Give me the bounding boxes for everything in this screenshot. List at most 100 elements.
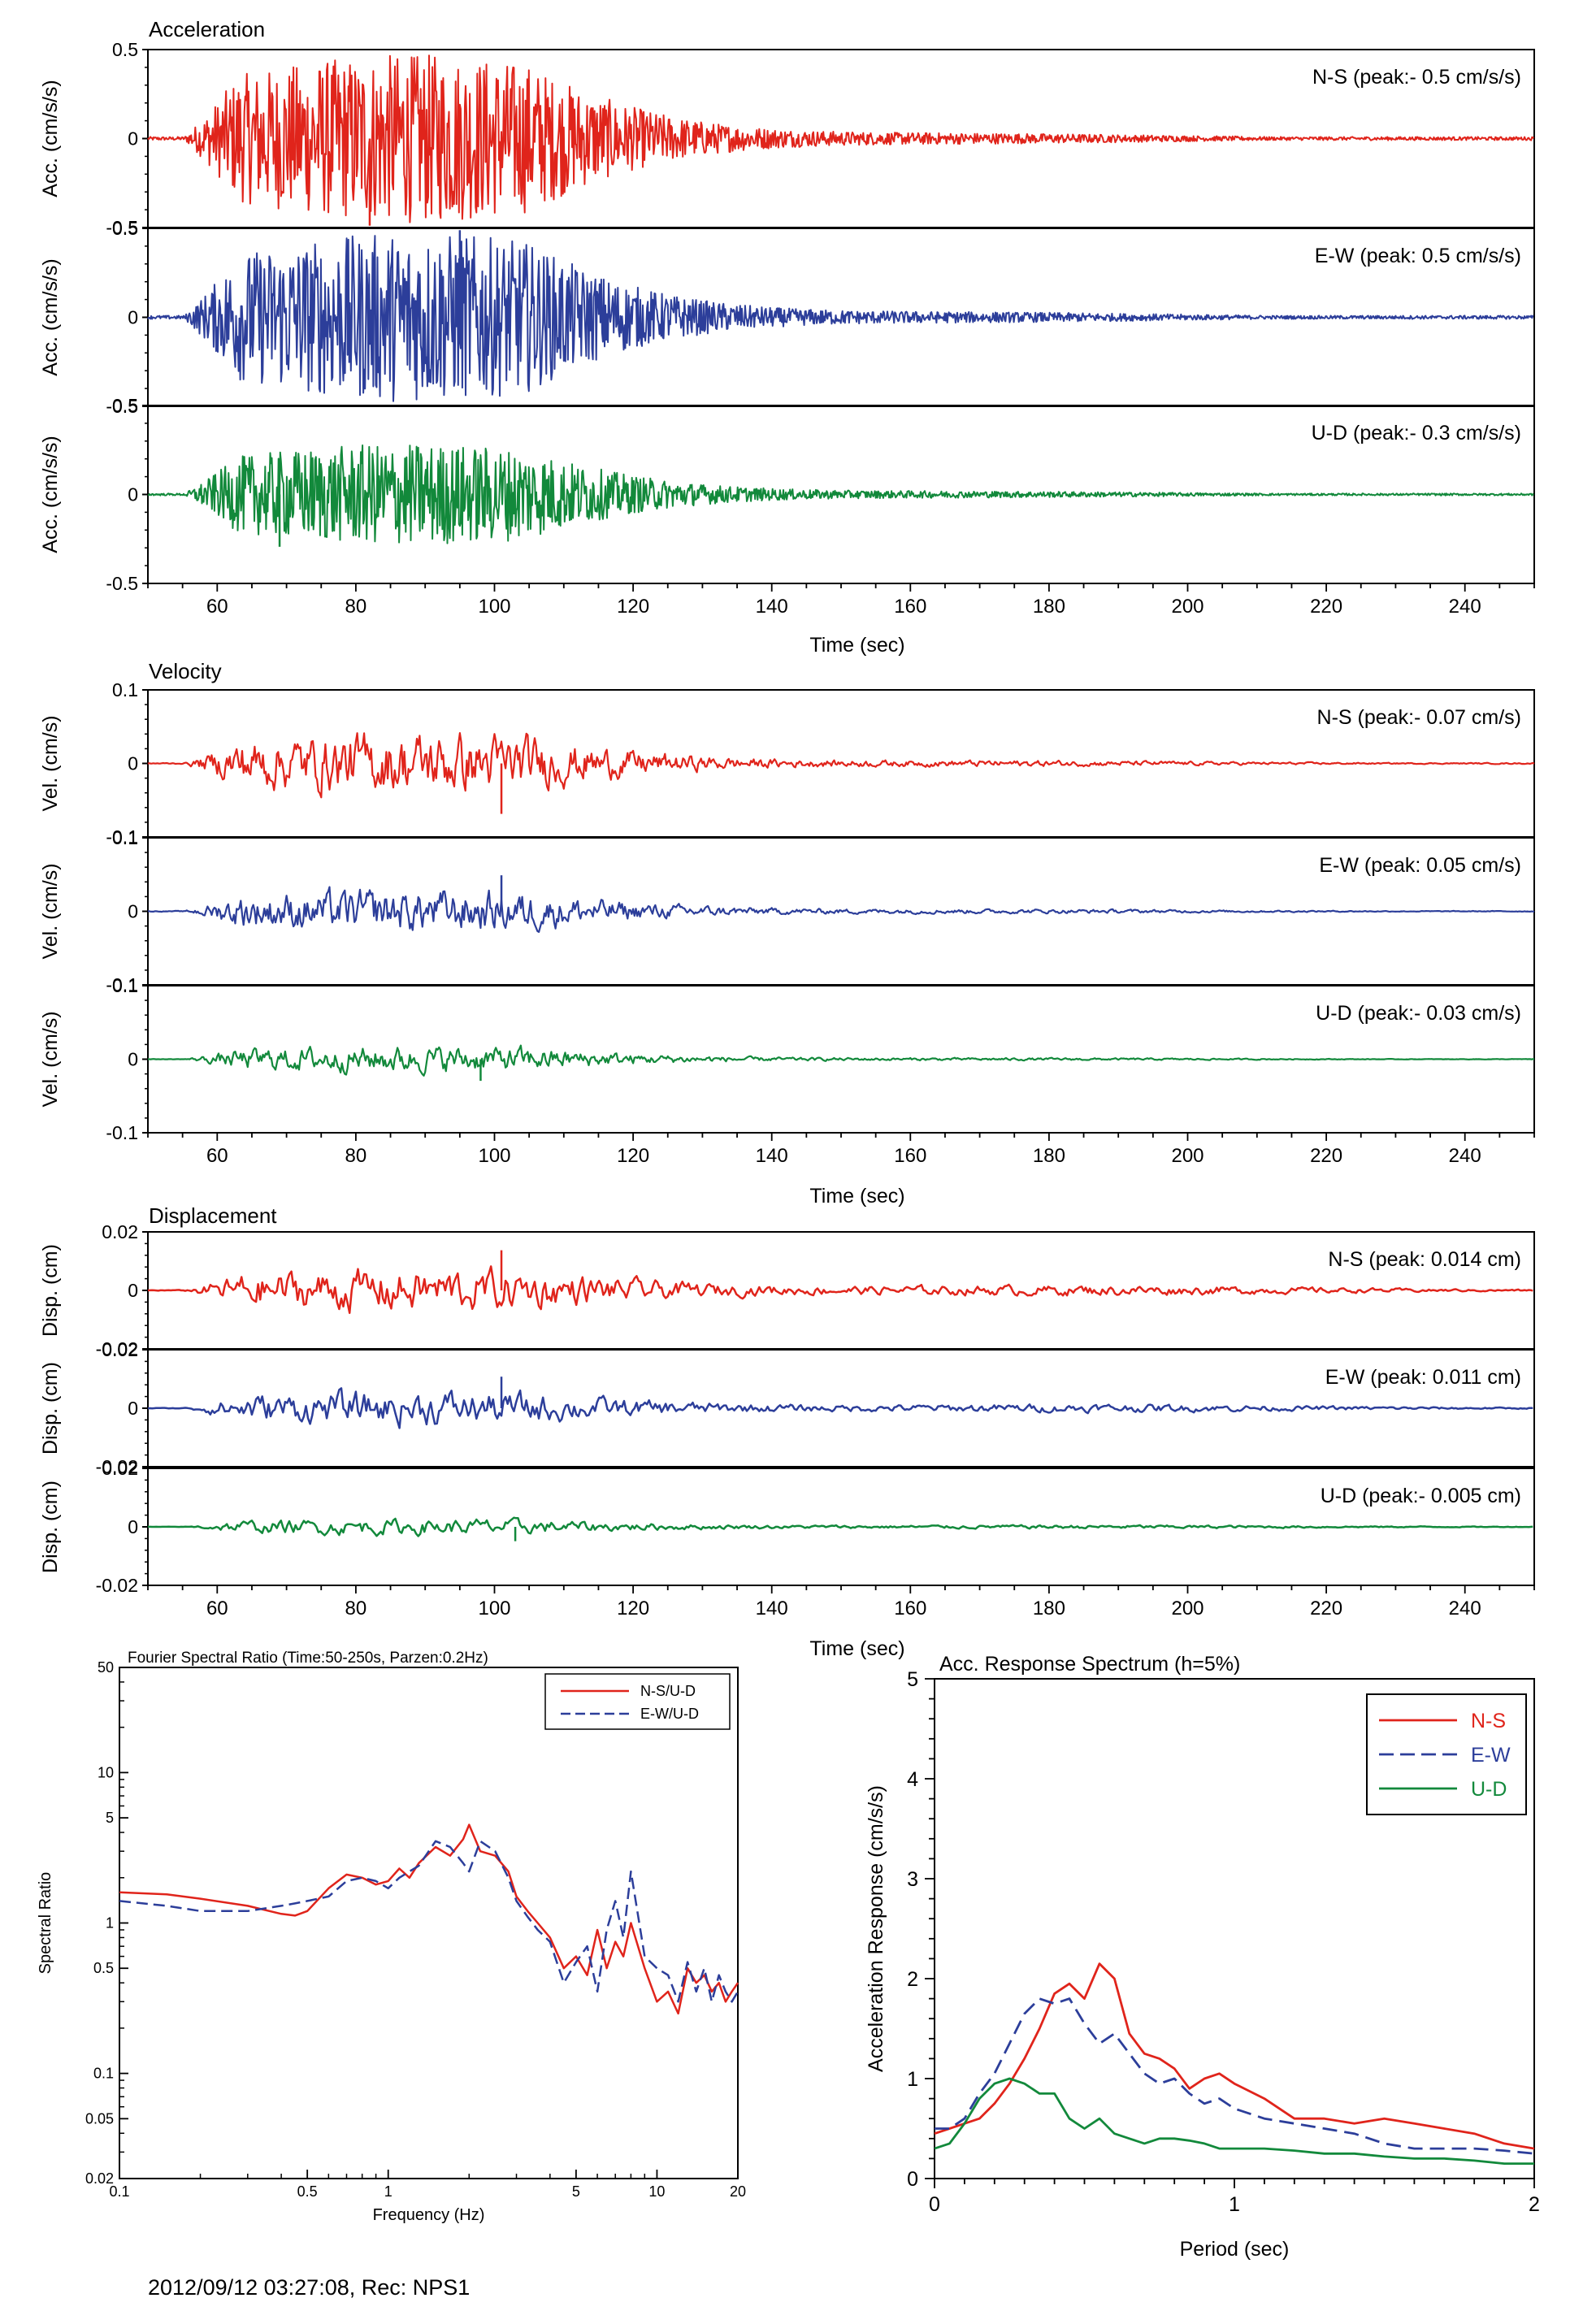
displacement-n-s-label: N-S (peak: 0.014 cm) bbox=[1328, 1248, 1521, 1271]
y-tick-label: -0.1 bbox=[106, 1122, 138, 1143]
x-tick-label: 1 bbox=[384, 2183, 392, 2200]
y-tick-label: -0.5 bbox=[106, 573, 138, 594]
fourier-ylabel: Spectral Ratio bbox=[37, 1872, 54, 1975]
y-tick-label: 1 bbox=[907, 2068, 918, 2091]
fourier-title: Fourier Spectral Ratio (Time:50-250s, Pa… bbox=[128, 1650, 488, 1667]
y-tick-label: 0 bbox=[128, 1280, 138, 1301]
fourier-plot-frame bbox=[119, 1667, 739, 2179]
x-tick-label: 180 bbox=[1033, 1145, 1065, 1167]
x-tick-label: 100 bbox=[478, 1145, 510, 1167]
x-tick-label: 120 bbox=[617, 596, 649, 618]
y-tick-label: 0.02 bbox=[102, 1221, 138, 1242]
response-xlabel: Period (sec) bbox=[1180, 2238, 1290, 2261]
acceleration-ylabel: Acc. (cm/s/s) bbox=[39, 80, 62, 197]
displacement-n-s-trace bbox=[147, 1265, 1533, 1315]
y-tick-label: 0.05 bbox=[85, 2110, 114, 2127]
y-tick-label: 0 bbox=[128, 1516, 138, 1537]
velocity-panel-n-s: 0.1 0 -0.1 Vel. (cm/s) N-S (peak:- 0.07 cm/s… bbox=[39, 679, 1535, 848]
response-series-ns bbox=[934, 1962, 1535, 2150]
y-tick-label: 0 bbox=[128, 128, 138, 150]
y-tick-label: 4 bbox=[907, 1768, 918, 1791]
x-tick-label: 10 bbox=[648, 2183, 665, 2200]
acceleration-ylabel: Acc. (cm/s/s) bbox=[39, 436, 62, 553]
acceleration-panel-n-s: 0.5 0 -0.5 Acc. (cm/s/s) N-S (peak:- 0.5 cm/… bbox=[39, 39, 1535, 238]
y-tick-label: 0.1 bbox=[112, 679, 138, 700]
x-tick-label: 100 bbox=[478, 596, 510, 618]
displacement-ylabel: Disp. (cm) bbox=[39, 1481, 62, 1573]
displacement-ylabel: Disp. (cm) bbox=[39, 1244, 62, 1337]
acceleration-n-s-label: N-S (peak:- 0.5 cm/s/s) bbox=[1312, 66, 1521, 89]
y-tick-label: 3 bbox=[907, 1868, 918, 1891]
x-tick-label: 120 bbox=[617, 1598, 649, 1619]
acceleration-u-d-label: U-D (peak:- 0.3 cm/s/s) bbox=[1312, 422, 1521, 444]
displacement-e-w-label: E-W (peak: 0.011 cm) bbox=[1325, 1366, 1521, 1389]
acceleration-xlabel: Time (sec) bbox=[809, 634, 904, 657]
fourier-legend-box bbox=[544, 1673, 731, 1730]
x-tick-label: 180 bbox=[1033, 596, 1065, 618]
fourier-series-nsud bbox=[119, 1823, 739, 2015]
response-series-ud bbox=[934, 2077, 1534, 2166]
x-tick-label: 200 bbox=[1171, 1598, 1204, 1619]
displacement-xlabel: Time (sec) bbox=[809, 1637, 904, 1660]
x-tick-label: 2 bbox=[1529, 2193, 1540, 2216]
x-tick-label: 140 bbox=[756, 1598, 788, 1619]
y-tick-label: 0 bbox=[128, 484, 138, 505]
velocity-panel-u-d: 0.1 0 -0.1 Vel. (cm/s) U-D (peak:- 0.03 cm/s… bbox=[39, 975, 1535, 1143]
y-tick-label: 5 bbox=[106, 1810, 114, 1826]
y-tick-label: 0.02 bbox=[102, 1339, 138, 1360]
velocity-panel-e-w: 0.1 0 -0.1 Vel. (cm/s) E-W (peak: 0.05 cm/s) bbox=[39, 827, 1535, 995]
y-tick-label: 50 bbox=[98, 1659, 114, 1676]
acceleration-n-s-trace bbox=[147, 54, 1535, 223]
x-tick-label: 160 bbox=[894, 1598, 926, 1619]
y-tick-label: 0.1 bbox=[93, 2066, 114, 2082]
response-chart: Acc. Response Spectrum (h=5%) 0 1 2 0 1 2 3 4 5 Pe… bbox=[865, 1653, 1540, 2261]
x-tick-label: 140 bbox=[756, 1145, 788, 1167]
y-tick-label: 0 bbox=[128, 1049, 138, 1070]
displacement-plot-frame bbox=[147, 1231, 1535, 1350]
x-tick-label: 140 bbox=[756, 596, 788, 618]
acceleration-panel-e-w: 0.5 0 -0.5 Acc. (cm/s/s) E-W (peak: 0.5 cm/s… bbox=[39, 218, 1535, 417]
x-tick-label: 120 bbox=[617, 1145, 649, 1167]
x-tick-label: 200 bbox=[1171, 596, 1204, 618]
displacement-u-d-trace bbox=[148, 1516, 1533, 1537]
displacement-panel-e-w: 0.02 0 -0.02 Disp. (cm) E-W (peak: 0.011 cm) bbox=[39, 1339, 1535, 1477]
x-tick-label: 180 bbox=[1033, 1598, 1065, 1619]
x-tick-label: 0 bbox=[929, 2193, 940, 2216]
x-tick-label: 80 bbox=[345, 1598, 367, 1619]
velocity-group: Velocity 0.1 0 -0.1 Vel. (cm/s) N-S (peak:- 0… bbox=[39, 659, 1535, 1208]
y-tick-label: -0.1 bbox=[106, 974, 138, 995]
x-tick-label: 80 bbox=[345, 1145, 367, 1167]
y-tick-label: -0.1 bbox=[106, 826, 138, 848]
x-tick-label: 220 bbox=[1310, 1598, 1342, 1619]
response-ylabel: Acceleration Response (cm/s/s) bbox=[865, 1785, 887, 2072]
fourier-legend-label: E-W/U-D bbox=[640, 1706, 699, 1722]
x-tick-label: 0.5 bbox=[297, 2183, 318, 2200]
y-tick-label: 10 bbox=[98, 1764, 114, 1780]
x-tick-label: 60 bbox=[206, 1598, 228, 1619]
displacement-ylabel: Disp. (cm) bbox=[39, 1362, 62, 1455]
displacement-e-w-trace bbox=[147, 1387, 1533, 1429]
velocity-u-d-trace bbox=[147, 1044, 1534, 1077]
y-tick-label: 0 bbox=[128, 753, 138, 774]
acceleration-group: Acceleration 0.5 0 -0.5 Acc. (cm/s/s) N-S (pe… bbox=[39, 17, 1535, 657]
x-tick-label: 220 bbox=[1310, 1145, 1342, 1167]
x-tick-label: 220 bbox=[1310, 596, 1342, 618]
response-legend-label: N-S bbox=[1471, 1710, 1506, 1732]
y-tick-label: 0.02 bbox=[85, 2170, 114, 2187]
x-tick-label: 1 bbox=[1229, 2193, 1240, 2216]
y-tick-label: 0.5 bbox=[112, 39, 138, 60]
x-tick-label: 5 bbox=[572, 2183, 580, 2200]
displacement-group: Displacement 0.02 0 -0.02 Disp. (cm) N-S (pea… bbox=[39, 1203, 1535, 1660]
y-tick-label: 0.1 bbox=[112, 827, 138, 848]
y-tick-label: -0.02 bbox=[96, 1338, 138, 1359]
response-legend: N-S E-W U-D bbox=[1366, 1693, 1527, 1815]
y-tick-label: 0 bbox=[128, 901, 138, 922]
y-tick-label: 1 bbox=[106, 1915, 114, 1932]
y-tick-label: 0.1 bbox=[112, 975, 138, 996]
fourier-legend: N-S/U-D E-W/U-D bbox=[544, 1673, 731, 1730]
acceleration-ylabel: Acc. (cm/s/s) bbox=[39, 258, 62, 375]
x-tick-label: 80 bbox=[345, 596, 367, 618]
y-tick-label: 2 bbox=[907, 1968, 918, 1991]
displacement-panel-n-s: 0.02 0 -0.02 Disp. (cm) N-S (peak: 0.014 cm) bbox=[39, 1221, 1535, 1359]
x-tick-label: 60 bbox=[206, 1145, 228, 1167]
